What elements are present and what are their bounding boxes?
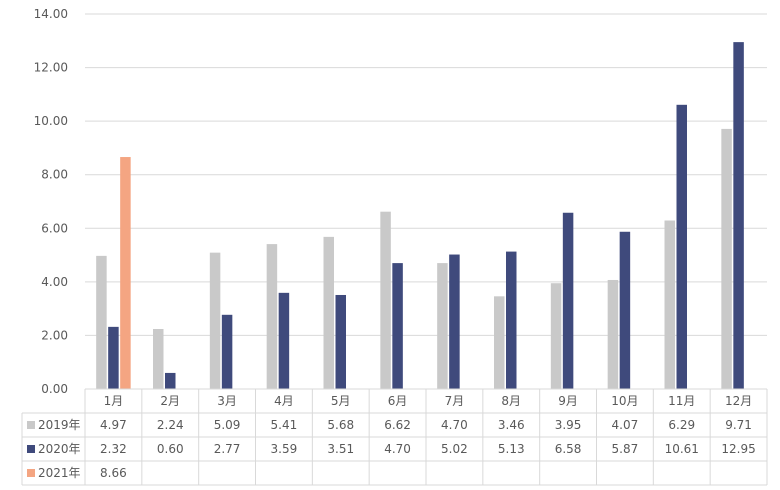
bar — [562, 212, 574, 389]
x-tick-label: 9月 — [558, 394, 578, 408]
data-label: 4.70 — [384, 442, 411, 456]
data-label: 2.24 — [157, 418, 184, 432]
bar — [278, 292, 290, 389]
y-tick-label: 8.00 — [41, 168, 68, 182]
legend-label: 2020年 — [38, 442, 81, 456]
data-label: 3.46 — [498, 418, 525, 432]
y-tick-label: 12.00 — [34, 61, 68, 75]
y-tick-label: 10.00 — [34, 114, 68, 128]
data-table: 1月 2月 3月 4月 5月 6月 7月 8月 9月 10月 11月 12月 2019年 4.97 2.24… — [21, 388, 768, 486]
data-label: 4.07 — [612, 418, 639, 432]
x-tick-label: 8月 — [501, 394, 521, 408]
bar — [494, 296, 505, 389]
y-tick-label: 14.00 — [34, 7, 68, 21]
legend-swatch — [27, 421, 35, 429]
x-tick-label: 12月 — [725, 394, 752, 408]
bar — [108, 326, 119, 389]
data-label: 0.60 — [157, 442, 184, 456]
data-label: 12.95 — [721, 442, 755, 456]
x-tick-label: 10月 — [611, 394, 638, 408]
data-label: 8.66 — [100, 466, 127, 480]
x-tick-label: 11月 — [668, 394, 695, 408]
data-label: 3.59 — [271, 442, 298, 456]
legend-swatch — [27, 469, 35, 477]
bar — [506, 251, 517, 389]
bar — [449, 254, 460, 389]
bar — [550, 283, 562, 389]
bar — [165, 372, 176, 389]
data-label: 2.77 — [214, 442, 241, 456]
bar — [619, 231, 631, 389]
data-label: 5.68 — [327, 418, 354, 432]
x-tick-label: 6月 — [388, 394, 408, 408]
legend-swatch — [27, 445, 35, 453]
bar — [120, 157, 131, 389]
x-tick-label: 1月 — [104, 394, 124, 408]
data-label: 4.97 — [100, 418, 127, 432]
bar — [266, 244, 278, 389]
x-tick-label: 3月 — [217, 394, 237, 408]
bar — [437, 263, 448, 389]
bar — [733, 42, 744, 389]
bar — [335, 294, 346, 389]
data-label: 3.51 — [327, 442, 354, 456]
data-label: 3.95 — [555, 418, 582, 432]
gridlines — [85, 13, 767, 390]
bars — [96, 42, 744, 390]
legend-label: 2019年 — [38, 418, 81, 432]
x-tick-label: 2月 — [160, 394, 180, 408]
data-label: 5.02 — [441, 442, 468, 456]
bar — [607, 279, 619, 389]
y-tick-label: 2.00 — [41, 328, 68, 342]
data-label: 5.87 — [612, 442, 639, 456]
data-label: 5.13 — [498, 442, 525, 456]
data-label: 10.61 — [665, 442, 699, 456]
legend-label: 2021年 — [38, 466, 81, 480]
bar — [96, 255, 107, 389]
data-label: 6.62 — [384, 418, 411, 432]
bar — [676, 104, 687, 389]
bar — [209, 252, 221, 389]
bar — [664, 220, 675, 389]
bar — [392, 263, 403, 389]
x-tick-label: 5月 — [331, 394, 351, 408]
bar — [721, 128, 732, 390]
y-axis: 0.00 2.00 4.00 6.00 8.00 10.00 12.00 14.00 — [34, 7, 68, 396]
data-label: 9.71 — [725, 418, 752, 432]
data-label: 6.58 — [555, 442, 582, 456]
bar — [323, 236, 334, 389]
y-tick-label: 4.00 — [41, 275, 68, 289]
data-label: 6.29 — [668, 418, 695, 432]
y-tick-label: 6.00 — [41, 221, 68, 235]
bar — [380, 211, 391, 389]
x-tick-label: 4月 — [274, 394, 294, 408]
bar — [221, 314, 233, 389]
bar — [153, 329, 164, 389]
data-label: 2.32 — [100, 442, 127, 456]
data-label: 5.41 — [271, 418, 298, 432]
y-tick-label: 0.00 — [41, 382, 68, 396]
data-label: 4.70 — [441, 418, 468, 432]
data-label: 5.09 — [214, 418, 241, 432]
x-tick-label: 7月 — [445, 394, 465, 408]
